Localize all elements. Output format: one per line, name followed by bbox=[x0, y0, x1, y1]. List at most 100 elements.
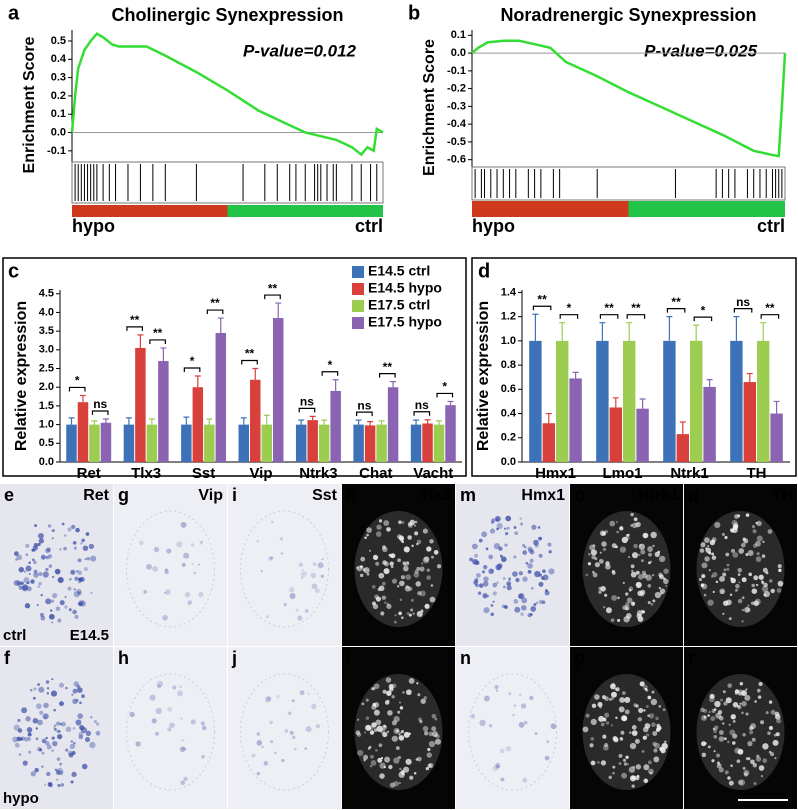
cell bbox=[270, 556, 274, 560]
cell bbox=[84, 737, 91, 743]
cell bbox=[403, 546, 410, 553]
error-bar bbox=[532, 313, 539, 341]
cell bbox=[737, 567, 743, 573]
cell bbox=[386, 603, 392, 610]
cell bbox=[70, 740, 73, 743]
cell bbox=[85, 532, 90, 536]
cell bbox=[431, 713, 437, 719]
cell bbox=[718, 736, 725, 742]
error-bar bbox=[559, 322, 566, 341]
cell bbox=[735, 588, 739, 592]
cell bbox=[28, 750, 32, 754]
cell bbox=[750, 601, 755, 606]
cell bbox=[362, 568, 366, 572]
cell bbox=[718, 730, 724, 735]
cell bbox=[708, 711, 711, 714]
cell bbox=[506, 526, 510, 530]
panel-label: d bbox=[478, 260, 490, 282]
cell bbox=[25, 553, 29, 556]
image-panel: q TH bbox=[684, 484, 797, 646]
cell bbox=[650, 531, 657, 539]
cell bbox=[199, 541, 203, 545]
cell bbox=[77, 570, 83, 576]
cell bbox=[724, 770, 729, 775]
cell bbox=[625, 602, 630, 607]
cell bbox=[520, 522, 524, 526]
cell bbox=[45, 598, 52, 605]
error-bar bbox=[183, 416, 190, 425]
cell bbox=[375, 531, 382, 537]
cell bbox=[647, 584, 652, 588]
cell bbox=[260, 569, 263, 573]
error-bar bbox=[240, 417, 247, 425]
cell bbox=[149, 694, 156, 701]
cell bbox=[630, 571, 637, 578]
cell bbox=[768, 700, 773, 704]
cell bbox=[74, 576, 79, 581]
cell bbox=[83, 567, 88, 572]
cell bbox=[393, 757, 400, 764]
bar bbox=[181, 424, 192, 462]
ganglion bbox=[126, 510, 215, 628]
cell bbox=[393, 715, 400, 723]
hit-strip-frame bbox=[71, 161, 384, 204]
cell bbox=[743, 538, 749, 544]
cell bbox=[407, 522, 412, 527]
significance-bracket bbox=[733, 308, 753, 313]
cell bbox=[648, 713, 655, 719]
cell bbox=[417, 591, 422, 596]
cell bbox=[588, 552, 591, 556]
cell bbox=[703, 716, 707, 719]
cell bbox=[417, 693, 421, 697]
cell bbox=[751, 583, 755, 588]
cell bbox=[383, 766, 386, 769]
cell bbox=[628, 588, 632, 592]
cell bbox=[45, 736, 48, 740]
cell bbox=[592, 572, 598, 578]
cell bbox=[17, 718, 21, 723]
cell bbox=[363, 758, 367, 762]
cell bbox=[399, 767, 402, 771]
cell bbox=[635, 764, 642, 770]
y-tick-label: 4.5 bbox=[39, 288, 54, 300]
cell bbox=[169, 722, 175, 729]
cell bbox=[59, 723, 62, 726]
cell bbox=[428, 731, 434, 737]
cell bbox=[707, 714, 710, 717]
x-tick-label: Ntrk1 bbox=[670, 465, 708, 482]
cell bbox=[520, 612, 524, 616]
cell bbox=[716, 763, 722, 769]
cell bbox=[756, 754, 760, 758]
image-background bbox=[456, 484, 569, 646]
cell bbox=[279, 537, 284, 541]
cell bbox=[69, 577, 72, 581]
cell bbox=[389, 561, 394, 566]
cell bbox=[711, 708, 716, 713]
cell bbox=[65, 748, 69, 752]
cell bbox=[622, 716, 628, 722]
bar bbox=[204, 424, 215, 462]
cell bbox=[700, 707, 705, 713]
significance-label: ns bbox=[357, 398, 371, 412]
cell bbox=[422, 725, 429, 732]
cell bbox=[85, 730, 92, 737]
cell bbox=[642, 610, 646, 614]
cell bbox=[737, 598, 743, 604]
cell bbox=[403, 731, 410, 738]
cell bbox=[641, 749, 645, 753]
cell bbox=[190, 719, 196, 725]
cell bbox=[756, 535, 763, 542]
cell bbox=[401, 520, 405, 525]
cell bbox=[755, 556, 762, 563]
cell bbox=[502, 577, 506, 580]
significance-label: * bbox=[328, 358, 333, 372]
cell bbox=[731, 548, 735, 553]
cell bbox=[636, 610, 643, 616]
cell bbox=[41, 738, 47, 744]
ctrl-bar bbox=[227, 205, 383, 217]
cell bbox=[37, 585, 40, 588]
cell bbox=[761, 581, 765, 585]
cell bbox=[384, 756, 391, 763]
cell bbox=[531, 524, 537, 530]
significance-label: ** bbox=[671, 295, 681, 309]
